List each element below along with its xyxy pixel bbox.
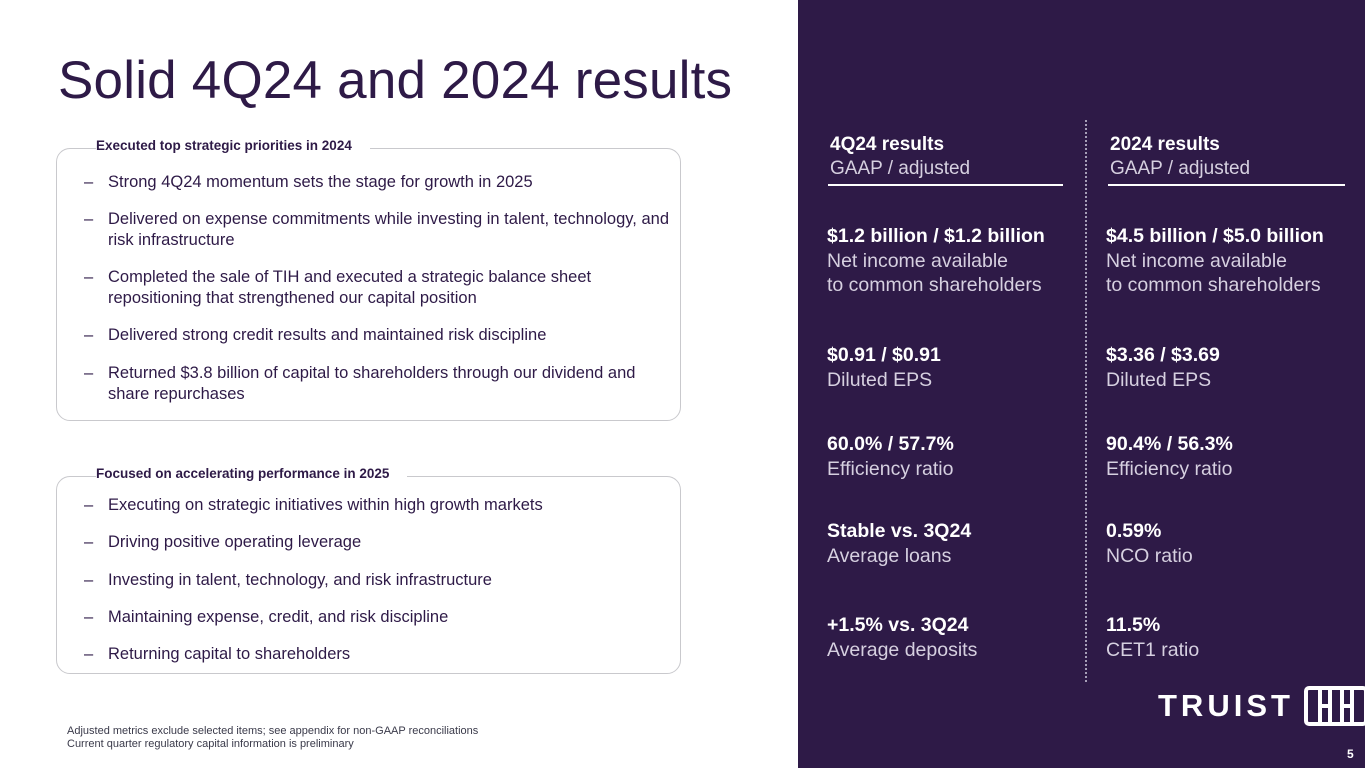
metric-label: Diluted EPS (1106, 368, 1212, 391)
bullet-dash: – (84, 496, 94, 514)
q4-metric-net-income: $1.2 billion / $1.2 billion Net income a… (827, 224, 1045, 298)
page-number: 5 (1347, 747, 1354, 761)
fy-results-header: 2024 results GAAP / adjusted (1110, 133, 1250, 181)
metric-value: 60.0% / 57.7% (827, 433, 954, 455)
metric-value: 90.4% / 56.3% (1106, 433, 1233, 455)
metric-label: Net income available (1106, 249, 1288, 272)
bullet-dash: – (84, 364, 94, 382)
list-item: – Maintaining expense, credit, and risk … (84, 607, 674, 628)
metric-label: Efficiency ratio (1106, 457, 1233, 480)
list-item-text: Driving positive operating leverage (108, 533, 362, 551)
fy-metric-nco: 0.59% NCO ratio (1106, 519, 1193, 568)
q4-results-heading: 4Q24 results (830, 134, 945, 155)
list-item-text: Returned $3.8 billion of capital to shar… (108, 364, 636, 403)
q4-metric-efficiency: 60.0% / 57.7% Efficiency ratio (827, 432, 954, 481)
list-item: – Delivered strong credit results and ma… (84, 325, 674, 346)
fy-metric-efficiency: 90.4% / 56.3% Efficiency ratio (1106, 432, 1233, 481)
q4-results-header: 4Q24 results GAAP / adjusted (830, 133, 970, 181)
priorities-2024-label: Executed top strategic priorities in 202… (96, 138, 370, 153)
q4-results-subheading: GAAP / adjusted (830, 158, 971, 179)
performance-2025-label: Focused on accelerating performance in 2… (96, 466, 408, 481)
list-item-text: Delivered strong credit results and main… (108, 326, 547, 344)
bullet-dash: – (84, 608, 94, 626)
list-item-text: Strong 4Q24 momentum sets the stage for … (108, 173, 533, 191)
fy-metric-cet1: 11.5% CET1 ratio (1106, 613, 1199, 662)
bullet-dash: – (84, 645, 94, 663)
q4-metric-loans: Stable vs. 3Q24 Average loans (827, 519, 971, 568)
list-item-text: Returning capital to shareholders (108, 645, 351, 663)
metric-label: NCO ratio (1106, 544, 1193, 567)
bullet-dash: – (84, 571, 94, 589)
list-item: – Executing on strategic initiatives wit… (84, 495, 674, 516)
bullet-dash: – (84, 268, 94, 286)
footnote-line: Adjusted metrics exclude selected items;… (67, 725, 479, 737)
metric-label: Average deposits (827, 638, 978, 661)
list-item: – Delivered on expense commitments while… (84, 209, 674, 251)
bullet-dash: – (84, 326, 94, 344)
footnote-line: Current quarter regulatory capital infor… (67, 738, 354, 750)
fy-metric-eps: $3.36 / $3.69 Diluted EPS (1106, 343, 1220, 392)
bullet-dash: – (84, 173, 94, 191)
metric-label: Efficiency ratio (827, 457, 954, 480)
list-item: – Completed the sale of TIH and executed… (84, 267, 674, 309)
column-divider (1085, 120, 1087, 682)
metric-label: Diluted EPS (827, 368, 933, 391)
metric-value: $3.36 / $3.69 (1106, 344, 1220, 366)
fy-header-rule (1108, 184, 1345, 186)
fy-results-heading: 2024 results (1110, 134, 1220, 155)
metric-label: Net income available (827, 249, 1009, 272)
list-item-text: Completed the sale of TIH and executed a… (108, 268, 592, 307)
metric-label: CET1 ratio (1106, 638, 1200, 661)
q4-metric-eps: $0.91 / $0.91 Diluted EPS (827, 343, 941, 392)
metric-value: $0.91 / $0.91 (827, 344, 941, 366)
list-item: – Returning capital to shareholders (84, 644, 674, 665)
logo-wordmark: TRUIST (1158, 688, 1294, 723)
list-item: – Returned $3.8 billion of capital to sh… (84, 363, 674, 405)
list-item-text: Executing on strategic initiatives withi… (108, 496, 543, 514)
q4-metric-deposits: +1.5% vs. 3Q24 Average deposits (827, 613, 977, 662)
q4-header-rule (828, 184, 1063, 186)
metric-value: 11.5% (1106, 614, 1161, 636)
metric-value: $4.5 billion / $5.0 billion (1106, 225, 1324, 247)
metric-label: to common shareholders (1106, 274, 1321, 296)
truist-hh-icon (1303, 686, 1365, 726)
footnotes: Adjusted metrics exclude selected items;… (67, 725, 478, 751)
metric-label: Average loans (827, 544, 952, 567)
bullet-dash: – (84, 210, 94, 228)
metric-value: Stable vs. 3Q24 (827, 520, 972, 542)
list-item-text: Investing in talent, technology, and ris… (108, 571, 492, 589)
metric-label: to common shareholders (827, 274, 1042, 296)
list-item-text: Maintaining expense, credit, and risk di… (108, 608, 449, 626)
page-title: Solid 4Q24 and 2024 results (58, 51, 733, 110)
results-panel (798, 0, 1365, 768)
list-item-text: Delivered on expense commitments while i… (108, 210, 669, 249)
fy-metric-net-income: $4.5 billion / $5.0 billion Net income a… (1106, 224, 1324, 298)
list-item: – Investing in talent, technology, and r… (84, 570, 674, 591)
bullet-dash: – (84, 533, 94, 551)
list-item: – Strong 4Q24 momentum sets the stage fo… (84, 172, 674, 193)
metric-value: $1.2 billion / $1.2 billion (827, 225, 1045, 247)
fy-results-subheading: GAAP / adjusted (1110, 158, 1251, 179)
truist-logo: TRUIST (1158, 686, 1365, 726)
metric-value: 0.59% (1106, 520, 1162, 542)
list-item: – Driving positive operating leverage (84, 532, 674, 553)
metric-value: +1.5% vs. 3Q24 (827, 614, 969, 636)
